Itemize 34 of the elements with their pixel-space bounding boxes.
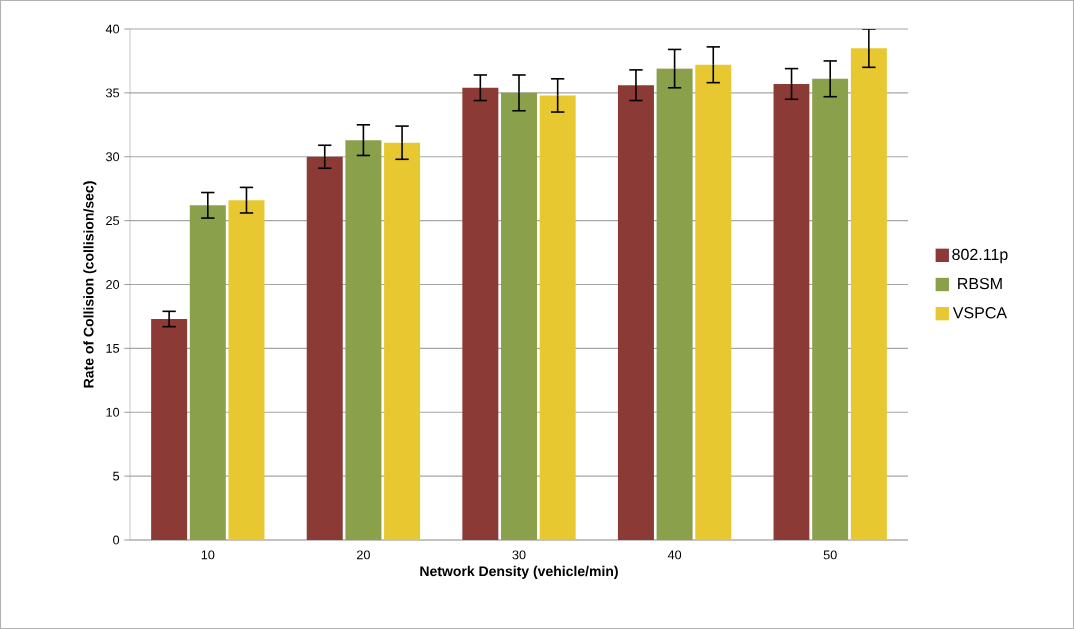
bar — [695, 64, 732, 540]
bar — [812, 78, 849, 540]
y-tick-label: 0 — [113, 535, 120, 545]
y-tick-label: 35 — [105, 88, 120, 98]
x-axis-title: Network Density (vehicle/min) — [420, 565, 618, 579]
y-tick-label: 30 — [105, 152, 120, 162]
legend-label: RBSM — [958, 277, 1002, 290]
y-tick-label: 20 — [106, 280, 120, 289]
bar — [617, 85, 654, 540]
bar — [151, 318, 188, 540]
y-axis-title: Rate of Collision (collision/sec) — [83, 181, 97, 388]
y-tick-label: 5 — [113, 471, 120, 481]
y-tick-label: 10 — [106, 407, 120, 417]
bar — [773, 83, 810, 540]
legend-label: VSPCA — [952, 307, 1008, 319]
bar — [656, 68, 693, 540]
bar — [384, 142, 421, 540]
bar — [501, 92, 538, 540]
bar — [539, 95, 576, 540]
x-tick-label: 50 — [823, 550, 837, 560]
bar — [462, 87, 499, 540]
y-tick-label: 25 — [106, 216, 120, 226]
legend-label: 802.11p — [952, 248, 1008, 264]
bar — [306, 156, 343, 540]
bar — [228, 200, 265, 540]
x-tick-label: 40 — [667, 550, 682, 560]
y-tick-label: 15 — [106, 343, 120, 353]
bar — [345, 140, 382, 540]
x-tick-label: 20 — [356, 550, 370, 560]
bar — [189, 205, 226, 540]
x-tick-label: 30 — [512, 550, 526, 560]
y-tick-label: 40 — [105, 24, 120, 34]
x-tick-label: 10 — [201, 550, 215, 560]
bar — [850, 48, 887, 540]
